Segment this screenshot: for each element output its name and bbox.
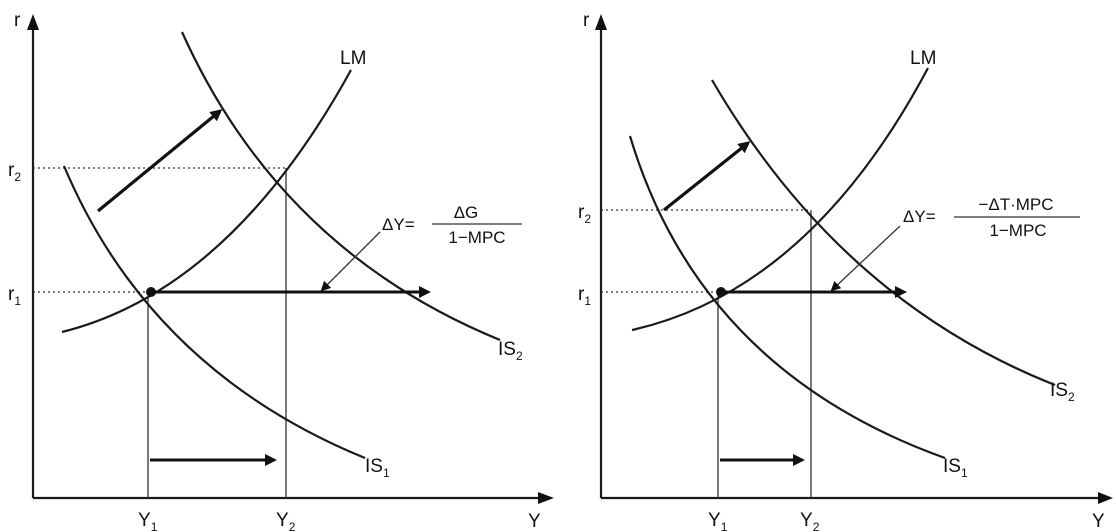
right-multiplier-formula: ΔY= −ΔT·MPC 1−MPC — [903, 195, 1080, 240]
right-panel: r Y LM IS1 IS2 r2 r1 Y1 Y2 ΔY= −ΔT·MP — [578, 10, 1113, 532]
left-is1-label: IS1 — [365, 456, 390, 480]
right-equilibrium-point — [716, 287, 726, 297]
left-y-axis-arrowhead — [27, 14, 39, 30]
right-lm-curve — [631, 67, 929, 332]
right-y-axis-arrowhead — [595, 14, 607, 30]
left-x-axis-arrowhead — [538, 492, 554, 504]
right-is1-label: IS1 — [943, 456, 968, 480]
left-y2-label: Y2 — [276, 510, 296, 532]
right-lm-label: LM — [910, 48, 936, 69]
right-formula-lhs: ΔY= — [903, 207, 936, 226]
right-r1-label: r1 — [578, 284, 591, 308]
left-r1-label: r1 — [8, 284, 21, 308]
left-formula-lhs: ΔY= — [382, 215, 415, 234]
left-lm-curve — [61, 69, 352, 334]
right-y-axis-label: r — [583, 10, 590, 31]
right-r2-label: r2 — [578, 202, 591, 226]
right-formula-denominator: 1−MPC — [989, 221, 1046, 240]
left-y1-label: Y1 — [138, 510, 158, 532]
right-formula-numerator: −ΔT·MPC — [978, 195, 1053, 214]
left-multiplier-formula: ΔY= ΔG 1−MPC — [382, 203, 522, 247]
left-formula-numerator: ΔG — [454, 203, 479, 222]
left-formula-denominator: 1−MPC — [448, 228, 505, 247]
left-is2-label: IS2 — [498, 339, 523, 363]
right-is2-curve — [711, 79, 1056, 387]
left-is1-curve — [62, 165, 366, 460]
right-formula-pointer — [830, 225, 901, 292]
left-y-axis-label: r — [14, 10, 21, 31]
left-lm-label: LM — [340, 48, 366, 69]
right-is-shift-arrow — [663, 141, 751, 212]
left-formula-pointer — [320, 231, 381, 292]
left-r2-label: r2 — [8, 160, 21, 184]
right-is1-curve — [628, 135, 946, 460]
left-panel: r Y LM IS1 IS2 r2 r1 Y1 Y2 ΔY= ΔG — [8, 10, 554, 532]
right-x-axis-arrowhead — [1098, 492, 1113, 504]
right-is2-label: IS2 — [1050, 380, 1075, 404]
left-equilibrium-point — [146, 287, 156, 297]
left-x-axis-label: Y — [528, 511, 541, 532]
right-y2-label: Y2 — [800, 510, 820, 532]
right-x-axis-label: Y — [1092, 511, 1105, 532]
left-is2-curve — [180, 31, 501, 342]
right-y1-label: Y1 — [708, 510, 728, 532]
left-is-shift-arrow — [96, 109, 223, 213]
